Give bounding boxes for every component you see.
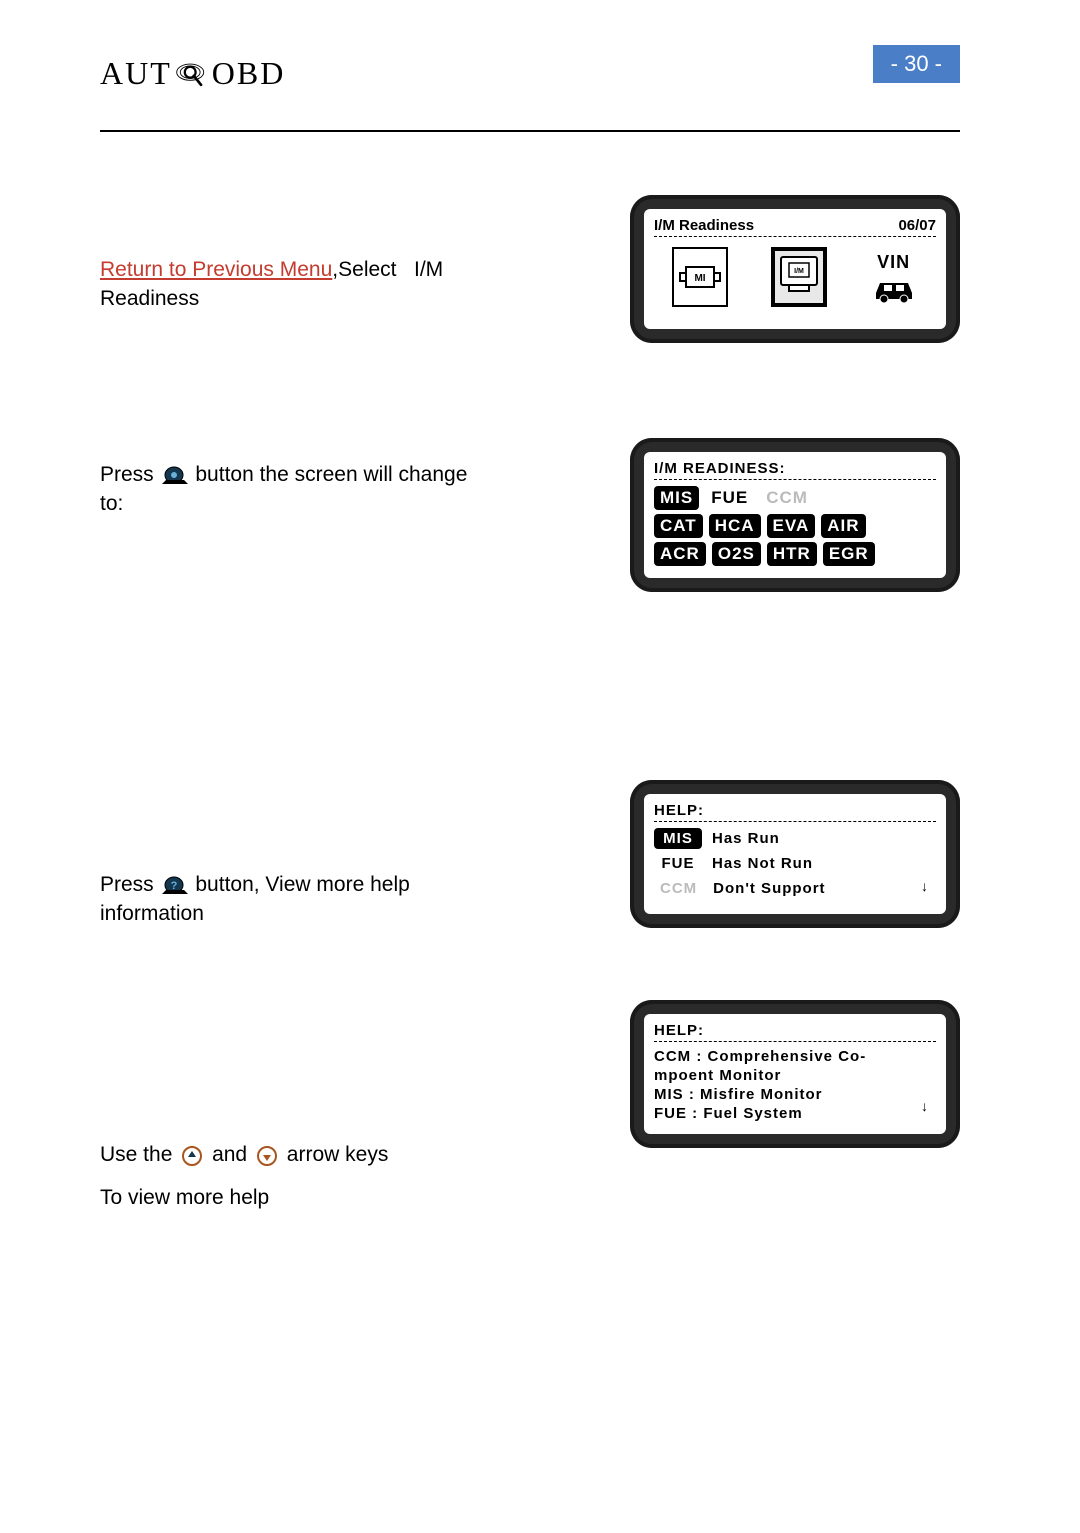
screen1-counter: 06/07: [898, 217, 936, 234]
device-screen-3: HELP: MIS Has Run FUE Has Not Run CCM Don't S…: [630, 780, 960, 928]
device-screen-2: I/M READINESS: MISFUECCM CATHCAEVAAIR ACRO…: [630, 438, 960, 592]
help-status-text: Has Run: [712, 830, 780, 847]
vin-label: VIN: [877, 252, 910, 273]
scroll-down-icon: ↓: [921, 878, 928, 894]
section4-p1c: arrow keys: [287, 1143, 389, 1166]
scroll-down-icon: ↓: [921, 1098, 928, 1114]
section2-before: Press: [100, 463, 154, 486]
screen4-title: HELP:: [654, 1022, 936, 1042]
page-number-badge: - 30 -: [873, 45, 960, 83]
readiness-tag-o2s: O2S: [712, 542, 761, 566]
section3-text: Press ? button, View more help informati…: [100, 870, 480, 929]
enter-button-icon: [162, 465, 188, 485]
section4-p2: To view more help: [100, 1183, 480, 1212]
device-screen-1: I/M Readiness 06/07 MI: [630, 195, 960, 343]
readiness-tag-acr: ACR: [654, 542, 706, 566]
section1-text: Return to Previous Menu,Select I/M Readi…: [100, 255, 480, 314]
down-arrow-icon: [257, 1145, 277, 1165]
up-arrow-icon: [182, 1145, 202, 1165]
readiness-tag-mis: MIS: [654, 486, 699, 510]
help-definition-line: FUE : Fuel System: [654, 1105, 936, 1122]
help-tag-fue: FUE: [654, 853, 702, 874]
device-screen-4: HELP: CCM : Comprehensive Co-mpoent Moni…: [630, 1000, 960, 1148]
help-definition-line: mpoent Monitor: [654, 1067, 936, 1084]
screen3-title: HELP:: [654, 802, 936, 822]
readiness-tag-air: AIR: [821, 514, 865, 538]
screen2-title: I/M READINESS:: [654, 460, 936, 480]
readiness-tag-ccm: CCM: [760, 486, 814, 510]
readiness-tag-htr: HTR: [767, 542, 817, 566]
help-definition-line: CCM : Comprehensive Co-: [654, 1048, 936, 1065]
readiness-tag-eva: EVA: [767, 514, 816, 538]
section2-after: button the screen will change to:: [100, 463, 467, 515]
im-readiness-icon: I/M: [771, 247, 827, 307]
mil-icon: MI: [672, 247, 728, 307]
readiness-tag-fue: FUE: [705, 486, 754, 510]
section2-text: Press button the screen will change to:: [100, 460, 480, 519]
magnifier-icon: [174, 56, 210, 92]
return-link[interactable]: Return to Previous Menu: [100, 258, 332, 281]
readiness-tag-cat: CAT: [654, 514, 703, 538]
help-tag-ccm: CCM: [654, 878, 703, 899]
section4-text: Use the and arrow keys To view more help: [100, 1140, 480, 1213]
vin-icon: VIN: [870, 252, 918, 303]
brand-logo: AUT OBD: [100, 55, 285, 92]
section3-before: Press: [100, 873, 154, 896]
help-button-icon: ?: [162, 875, 188, 895]
help-definition-line: MIS : Misfire Monitor: [654, 1086, 936, 1103]
screen1-title: I/M Readiness: [654, 217, 754, 234]
svg-text:MI: MI: [695, 273, 706, 284]
readiness-tag-hca: HCA: [709, 514, 761, 538]
readiness-tag-egr: EGR: [823, 542, 875, 566]
logo-text-left: AUT: [100, 55, 172, 92]
help-tag-mis: MIS: [654, 828, 702, 849]
section4-p1a: Use the: [100, 1143, 172, 1166]
svg-text:I/M: I/M: [794, 268, 804, 275]
logo-text-right: OBD: [212, 55, 286, 92]
help-status-text: Has Not Run: [712, 855, 813, 872]
section4-p1b: and: [212, 1143, 247, 1166]
help-status-text: Don't Support: [713, 880, 825, 897]
header-divider: [100, 130, 960, 132]
